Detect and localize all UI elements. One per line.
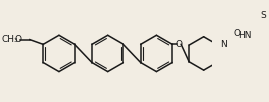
Text: O: O — [175, 40, 182, 49]
Text: O: O — [15, 35, 22, 44]
Text: S: S — [260, 11, 266, 20]
Text: N: N — [220, 40, 227, 49]
Text: HN: HN — [238, 31, 252, 40]
Text: CH₃: CH₃ — [1, 35, 18, 44]
Text: O: O — [234, 29, 241, 38]
